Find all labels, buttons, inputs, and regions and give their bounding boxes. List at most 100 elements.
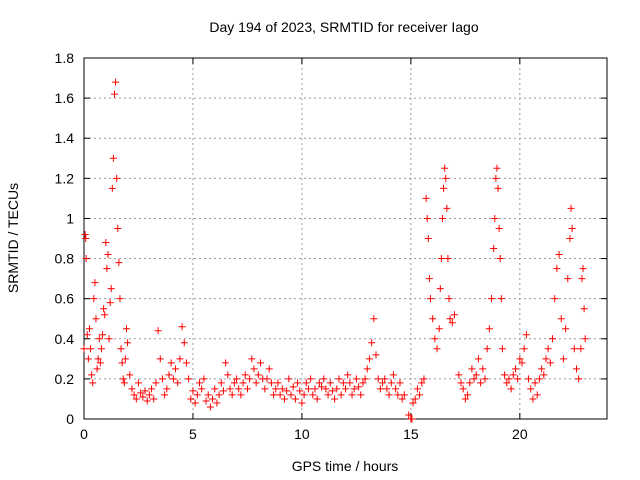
data-point <box>280 395 288 403</box>
data-point <box>191 399 199 407</box>
data-point <box>134 379 142 387</box>
data-point <box>514 375 522 383</box>
data-point <box>261 385 269 393</box>
data-point <box>440 184 448 192</box>
data-point <box>309 391 317 399</box>
data-point <box>372 351 380 359</box>
data-point <box>575 375 583 383</box>
data-point <box>383 385 391 393</box>
data-point <box>459 385 467 393</box>
data-point <box>257 359 265 367</box>
y-tick-label: 1.2 <box>55 170 75 186</box>
data-point <box>350 385 358 393</box>
data-point <box>111 90 119 98</box>
data-point <box>483 345 491 353</box>
data-point <box>446 315 454 323</box>
data-point <box>95 335 103 343</box>
data-point <box>130 391 138 399</box>
data-point <box>570 345 578 353</box>
data-point <box>187 395 195 403</box>
data-point <box>533 391 541 399</box>
data-point <box>555 251 563 259</box>
data-point <box>120 379 128 387</box>
data-point <box>270 391 278 399</box>
data-point <box>296 387 304 395</box>
data-point <box>525 375 533 383</box>
data-point <box>441 164 449 172</box>
data-point <box>252 379 260 387</box>
y-axis-label: SRMTID / TECUs <box>5 183 21 293</box>
data-point <box>237 391 245 399</box>
data-point <box>572 365 580 373</box>
data-point <box>106 299 114 307</box>
data-point <box>374 375 382 383</box>
data-point <box>108 184 116 192</box>
data-point <box>442 174 450 182</box>
data-point <box>122 325 130 333</box>
data-point <box>174 379 182 387</box>
data-point <box>494 184 502 192</box>
data-point <box>83 331 91 339</box>
data-point <box>466 379 474 387</box>
data-point <box>248 355 256 363</box>
data-point <box>357 391 365 399</box>
data-point <box>204 391 212 399</box>
data-point <box>408 415 416 423</box>
data-point <box>198 385 206 393</box>
data-point <box>498 345 506 353</box>
data-point <box>276 391 284 399</box>
data-point <box>302 379 310 387</box>
data-point <box>448 319 456 327</box>
data-point <box>320 375 328 383</box>
data-points <box>80 78 589 423</box>
data-point <box>96 359 104 367</box>
data-point <box>551 295 559 303</box>
y-tick-label: 1.4 <box>55 130 75 146</box>
data-point <box>493 164 501 172</box>
data-point <box>436 285 444 293</box>
data-point <box>254 371 262 379</box>
y-tick-label: 1.8 <box>55 50 75 66</box>
data-point <box>182 359 190 367</box>
data-point <box>141 387 149 395</box>
data-point <box>128 385 136 393</box>
data-point <box>89 379 97 387</box>
data-point <box>318 383 326 391</box>
data-point <box>324 391 332 399</box>
data-point <box>359 379 367 387</box>
data-point <box>180 339 188 347</box>
data-point <box>535 375 543 383</box>
data-point <box>422 194 430 202</box>
data-point <box>85 325 93 333</box>
data-point <box>313 395 321 403</box>
data-point <box>97 345 105 353</box>
data-point <box>104 251 112 259</box>
data-point <box>84 355 92 363</box>
data-point <box>540 371 548 379</box>
data-point <box>103 265 111 273</box>
data-point <box>529 395 537 403</box>
data-point <box>285 375 293 383</box>
data-point <box>368 339 376 347</box>
data-point <box>352 375 360 383</box>
data-point <box>87 345 95 353</box>
data-point <box>243 385 251 393</box>
data-point <box>344 371 352 379</box>
y-tick-label: 0.6 <box>55 291 75 307</box>
data-point <box>105 335 113 343</box>
data-point <box>413 385 421 393</box>
data-point <box>118 359 126 367</box>
data-point <box>228 391 236 399</box>
data-point <box>322 385 330 393</box>
data-point <box>505 375 513 383</box>
data-point <box>278 385 286 393</box>
data-point <box>158 375 166 383</box>
data-point <box>239 379 247 387</box>
data-point <box>230 379 238 387</box>
data-point <box>398 395 406 403</box>
data-point <box>363 365 371 373</box>
data-point <box>139 393 147 401</box>
data-point <box>546 359 554 367</box>
y-tick-label: 0.8 <box>55 251 75 267</box>
